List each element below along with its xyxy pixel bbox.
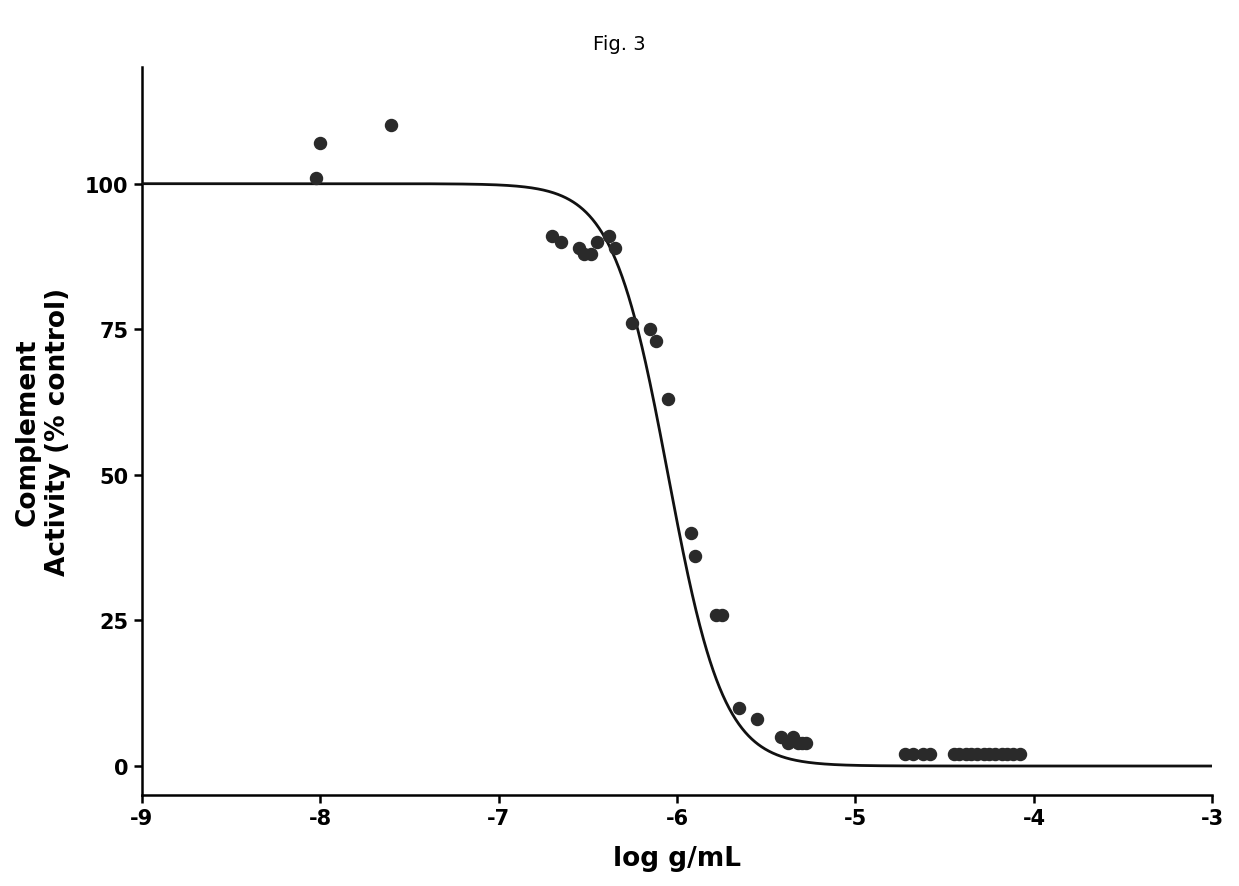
Point <box>551 236 571 250</box>
Point <box>992 748 1012 762</box>
Point <box>543 229 563 244</box>
Point <box>730 701 750 715</box>
Point <box>980 748 1000 762</box>
Point <box>795 735 815 750</box>
Point <box>581 247 601 261</box>
Point <box>896 748 916 762</box>
Point <box>792 735 812 750</box>
Point <box>778 735 798 750</box>
Point <box>587 236 607 250</box>
Point <box>706 608 726 622</box>
Point <box>997 748 1017 762</box>
Point <box>921 748 940 762</box>
Point <box>306 172 326 186</box>
Point <box>646 334 665 348</box>
Point <box>658 392 678 407</box>
Point <box>310 136 330 151</box>
Point <box>1002 748 1022 762</box>
Point <box>681 526 701 540</box>
Point <box>788 735 808 750</box>
Text: Fig. 3: Fig. 3 <box>593 35 646 54</box>
Point <box>382 120 401 134</box>
Point <box>944 748 964 762</box>
Point <box>966 748 986 762</box>
Point <box>569 241 589 255</box>
Point <box>711 608 731 622</box>
Point <box>685 549 705 563</box>
Point <box>771 730 790 744</box>
Point <box>622 317 642 331</box>
X-axis label: log g/mL: log g/mL <box>613 845 741 871</box>
Point <box>605 241 624 255</box>
Point <box>957 748 976 762</box>
Point <box>949 748 969 762</box>
Point <box>641 323 660 337</box>
Point <box>913 748 933 762</box>
Point <box>783 730 803 744</box>
Y-axis label: Complement
Activity (% control): Complement Activity (% control) <box>15 288 71 576</box>
Point <box>961 748 981 762</box>
Point <box>575 247 595 261</box>
Point <box>985 748 1005 762</box>
Point <box>903 748 923 762</box>
Point <box>747 712 767 727</box>
Point <box>974 748 994 762</box>
Point <box>1010 748 1030 762</box>
Point <box>600 229 620 244</box>
